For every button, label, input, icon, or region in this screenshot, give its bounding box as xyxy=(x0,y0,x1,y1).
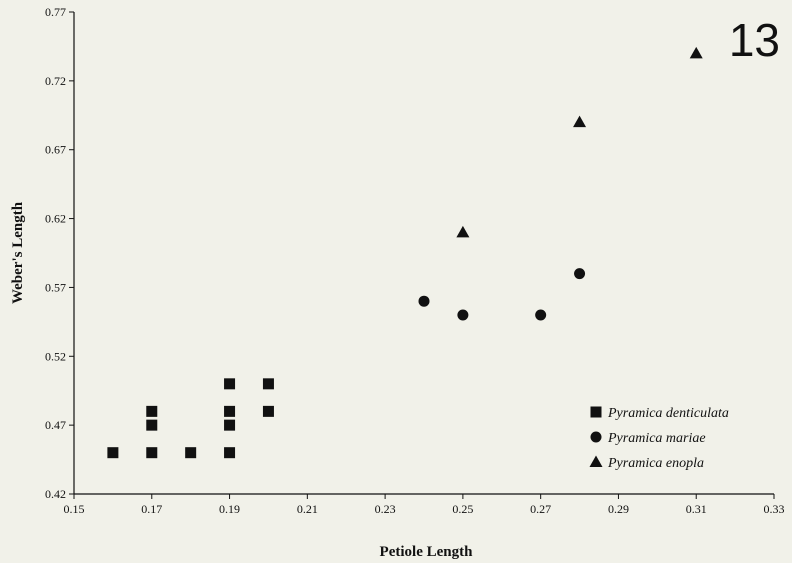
x-tick-label: 0.33 xyxy=(764,502,785,516)
data-point-square xyxy=(146,447,158,459)
data-point-square xyxy=(262,405,274,417)
y-axis-title: Weber's Length xyxy=(10,201,26,304)
figure-number: 13 xyxy=(729,14,780,66)
x-tick-label: 0.23 xyxy=(375,502,396,516)
y-tick-label: 0.47 xyxy=(45,418,66,432)
data-point-triangle xyxy=(689,46,703,59)
y-tick-label: 0.67 xyxy=(45,143,66,157)
legend: Pyramica denticulata Pyramica mariae Pyram… xyxy=(589,406,729,471)
data-point-square xyxy=(146,419,158,431)
x-axis-ticks: 0.15 0.17 0.19 0.21 0.23 0.25 0.27 0.29 0.31 0.33 xyxy=(64,494,785,516)
data-point-square xyxy=(224,447,236,459)
y-tick-label: 0.77 xyxy=(45,5,66,19)
data-point-triangle xyxy=(573,115,587,128)
legend-label: Pyramica enopla xyxy=(607,456,704,471)
x-axis-title: Petiole Length xyxy=(380,544,474,560)
data-point-square xyxy=(185,447,197,459)
data-point-square xyxy=(224,419,236,431)
data-point-square xyxy=(146,405,158,417)
data-point-square xyxy=(262,378,274,390)
data-points xyxy=(107,46,703,459)
data-point-triangle xyxy=(456,225,470,238)
x-tick-label: 0.19 xyxy=(219,502,240,516)
data-point-circle xyxy=(418,295,430,307)
data-point-square xyxy=(224,378,236,390)
legend-label: Pyramica mariae xyxy=(607,431,706,446)
x-tick-label: 0.15 xyxy=(64,502,85,516)
data-point-circle xyxy=(574,268,586,280)
y-tick-label: 0.62 xyxy=(45,212,66,226)
legend-marker-square xyxy=(590,406,602,418)
y-tick-label: 0.57 xyxy=(45,280,66,294)
x-tick-label: 0.17 xyxy=(141,502,162,516)
data-point-square xyxy=(107,447,119,459)
x-tick-label: 0.25 xyxy=(452,502,473,516)
legend-marker-circle xyxy=(590,431,602,443)
x-tick-label: 0.27 xyxy=(530,502,551,516)
x-tick-label: 0.21 xyxy=(297,502,318,516)
y-tick-label: 0.72 xyxy=(45,74,66,88)
x-tick-label: 0.29 xyxy=(608,502,629,516)
y-tick-label: 0.52 xyxy=(45,349,66,363)
y-axis-ticks: 0.42 0.47 0.52 0.57 0.62 0.67 0.72 0.77 xyxy=(45,5,74,501)
axes xyxy=(73,12,774,495)
legend-label: Pyramica denticulata xyxy=(607,406,729,421)
x-tick-label: 0.31 xyxy=(686,502,707,516)
data-point-circle xyxy=(535,309,547,321)
data-point-square xyxy=(224,405,236,417)
data-point-circle xyxy=(457,309,469,321)
legend-marker-triangle xyxy=(589,455,603,467)
y-tick-label: 0.42 xyxy=(45,487,66,501)
